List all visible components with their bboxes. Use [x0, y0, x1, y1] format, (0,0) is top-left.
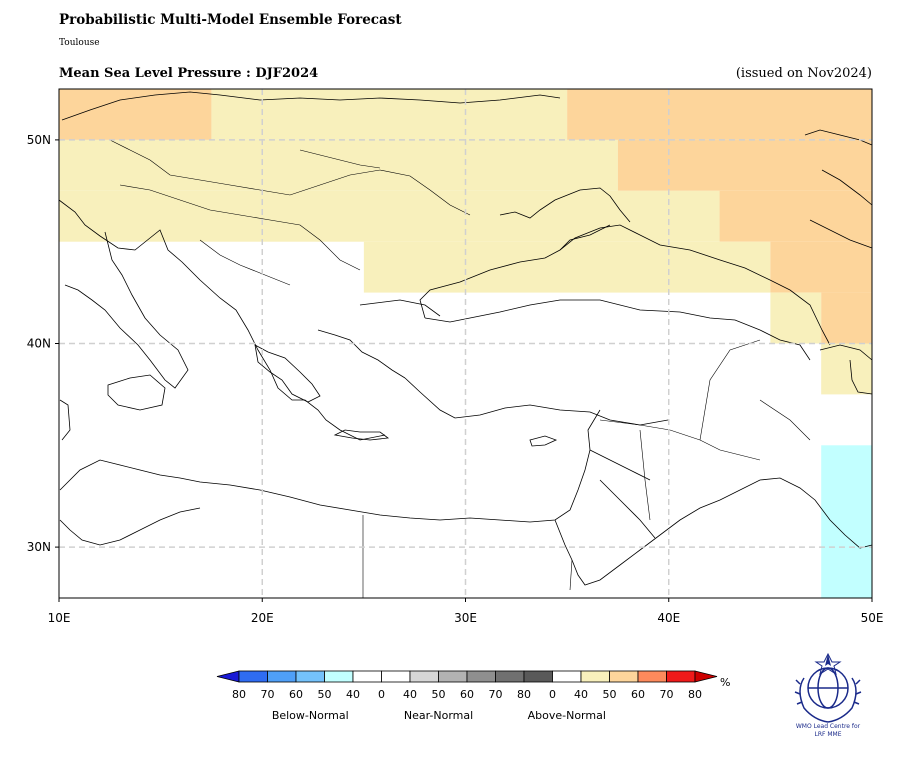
- probability-cell-4: [617, 139, 872, 191]
- colorbar-segment-10: [523, 670, 553, 683]
- tick-label-lat-30: 30N: [27, 540, 51, 554]
- colorbar-label-4: 40: [346, 688, 360, 701]
- colorbar-label-8: 60: [460, 688, 474, 701]
- colorbar-segment-4: [352, 670, 382, 683]
- colorbar-segment-5: [381, 670, 411, 683]
- colorbar-label-12: 40: [574, 688, 588, 701]
- forecast-title: Probabilistic Multi-Model Ensemble Forec…: [59, 12, 402, 28]
- colorbar-segment-0: [238, 670, 268, 683]
- colorbar-left-arrow: [216, 670, 240, 683]
- logo-line-2: LRF MME: [814, 731, 842, 738]
- colorbar-segment-7: [438, 670, 468, 683]
- variable-title: Mean Sea Level Pressure : DJF2024: [59, 66, 319, 81]
- issued-date: (issued on Nov2024): [735, 66, 872, 81]
- colorbar-segment-11: [552, 670, 582, 683]
- colorbar-label-10: 80: [517, 688, 531, 701]
- colorbar-label-11: 0: [549, 688, 556, 701]
- colorbar-label-15: 70: [659, 688, 674, 701]
- colorbar-label-13: 50: [602, 688, 617, 701]
- colorbar-segment-2: [295, 670, 325, 683]
- probability-cell-1: [211, 89, 568, 140]
- map-gridlines: [59, 89, 872, 598]
- probability-cell-3: [59, 139, 618, 191]
- colorbar-segment-15: [666, 670, 696, 683]
- probability-cell-6: [719, 190, 872, 242]
- tick-label-lat-40: 40N: [27, 337, 51, 351]
- colorbar-segment-12: [580, 670, 610, 683]
- colorbar-segment-3: [324, 670, 354, 683]
- colorbar-group-2: Above-Normal: [527, 709, 606, 722]
- colorbar-group-1: Near-Normal: [403, 709, 474, 722]
- colorbar-segment-13: [609, 670, 639, 683]
- logo-line-1: WMO Lead Centre for: [795, 723, 861, 730]
- colorbar-label-14: 60: [631, 688, 645, 701]
- colorbar-segment-1: [267, 670, 297, 683]
- axis-ticks: 10E 20E 30E 40E 50E 30N 40N 50N: [27, 133, 884, 625]
- tick-label-lon-20: 20E: [251, 611, 274, 625]
- tick-label-lon-50: 50E: [861, 611, 884, 625]
- colorbar-unit: %: [720, 676, 731, 689]
- probability-cell-11: [821, 343, 872, 395]
- tick-label-lon-40: 40E: [657, 611, 680, 625]
- probability-cell-10: [821, 292, 872, 344]
- tick-label-lat-50: 50N: [27, 133, 51, 147]
- colorbar-group-0: Below-Normal: [271, 709, 349, 722]
- coastlines: [58, 91, 873, 586]
- probability-cell-2: [567, 89, 872, 140]
- probability-cell-7: [363, 241, 771, 293]
- wmo-logo-icon: [794, 652, 862, 723]
- colorbar-label-3: 50: [317, 688, 332, 701]
- tick-label-lon-10: 10E: [48, 611, 71, 625]
- colorbar-label-7: 50: [431, 688, 446, 701]
- colorbar-segment-14: [637, 670, 667, 683]
- colorbar-right-arrow: [694, 670, 718, 683]
- colorbar-segment-6: [409, 670, 439, 683]
- colorbar-segment-9: [495, 670, 525, 683]
- colorbar-label-1: 70: [260, 688, 275, 701]
- colorbar-label-2: 60: [289, 688, 303, 701]
- colorbar-label-9: 70: [488, 688, 503, 701]
- colorbar-label-0: 80: [232, 688, 246, 701]
- colorbar-label-16: 80: [688, 688, 702, 701]
- probability-cells: [59, 89, 872, 598]
- tick-label-lon-30: 30E: [454, 611, 477, 625]
- probability-cell-5: [59, 190, 720, 242]
- probability-cell-8: [770, 241, 872, 293]
- probability-cell-0: [59, 89, 212, 140]
- colorbar-segment-8: [466, 670, 496, 683]
- colorbar-label-6: 40: [403, 688, 417, 701]
- probability-cell-9: [770, 292, 822, 344]
- wmo-logo-caption: WMO Lead Centre for LRF MME: [778, 723, 878, 739]
- colorbar: [216, 670, 718, 683]
- colorbar-label-5: 0: [378, 688, 385, 701]
- country-borders: [109, 139, 811, 598]
- probability-cell-12: [821, 445, 872, 598]
- forecast-subtitle: Toulouse: [59, 38, 100, 48]
